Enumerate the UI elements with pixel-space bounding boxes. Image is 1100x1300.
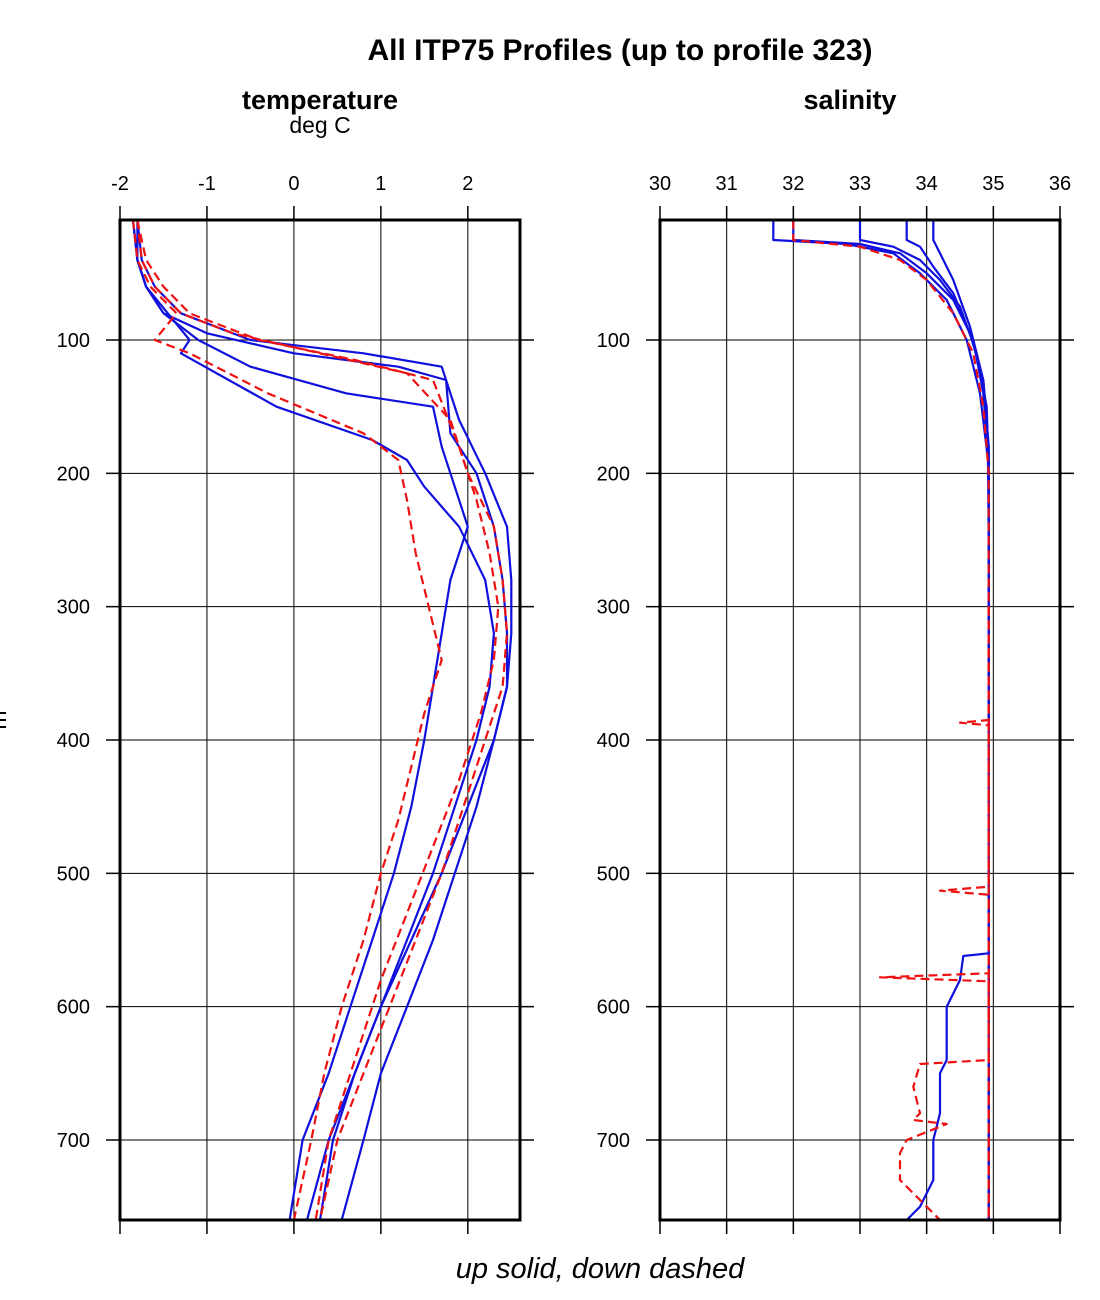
salinity-profile-down-6 xyxy=(792,220,990,1220)
salinity-profile-up-2 xyxy=(858,220,990,1220)
temperature-ytick-label: 100 xyxy=(57,330,90,352)
salinity-xtick-label: 34 xyxy=(916,173,938,195)
temperature-traces xyxy=(131,219,513,1221)
temperature-ytick-label: 500 xyxy=(57,863,90,885)
salinity-profile-down-7 xyxy=(878,606,990,1220)
temperature-ytick-label: 600 xyxy=(57,997,90,1019)
salinity-ytick-label: 200 xyxy=(597,463,630,485)
salinity-ytick-label: 500 xyxy=(597,863,630,885)
temperature-profile-down-5 xyxy=(131,219,443,1221)
footer-caption: up solid, down dashed xyxy=(456,1253,745,1285)
salinity-grid xyxy=(659,220,1061,1220)
salinity-traces xyxy=(772,220,990,1221)
salinity-profile-up-0 xyxy=(772,220,990,1220)
salinity-panel-title: salinity xyxy=(803,85,896,115)
temperature-ytick-label: 400 xyxy=(57,730,90,752)
temperature-ytick-label: 700 xyxy=(57,1130,90,1152)
temperature-xtick-label: 1 xyxy=(375,173,386,195)
temperature-xtick-label: 0 xyxy=(288,173,299,195)
temperature-profile-up-0 xyxy=(136,220,509,1221)
depth-axis-label: m xyxy=(0,710,11,729)
temperature-profile-up-2 xyxy=(136,219,513,1221)
salinity-xtick-label: 36 xyxy=(1049,173,1071,195)
salinity-profile-up-1 xyxy=(792,220,990,1220)
salinity-ytick-label: 300 xyxy=(597,597,630,619)
salinity-ytick-label: 400 xyxy=(597,730,630,752)
salinity-xtick-label: 32 xyxy=(782,173,804,195)
temperature-panel-title: temperature xyxy=(242,85,398,115)
temperature-xtick-label: 2 xyxy=(462,173,473,195)
temperature-axes: -2 -1 0 1 2 100 200 300 400 500 600 700 xyxy=(57,173,534,1234)
temperature-ytick-label: 200 xyxy=(57,463,90,485)
salinity-axes: 30 31 32 33 34 35 36 100 200 300 400 500 600 700 xyxy=(597,173,1074,1234)
salinity-panel: 30 31 32 33 34 35 36 100 200 300 400 500 600 700 xyxy=(597,173,1074,1234)
temperature-profile-up-3 xyxy=(131,219,495,1221)
temperature-panel: -2 -1 0 1 2 100 200 300 400 500 600 700 xyxy=(57,173,534,1234)
temperature-xtick-label: -2 xyxy=(111,173,129,195)
salinity-xtick-label: 35 xyxy=(982,173,1004,195)
salinity-xtick-label: 30 xyxy=(649,173,671,195)
salinity-xtick-label: 31 xyxy=(716,173,738,195)
salinity-ytick-label: 700 xyxy=(597,1130,630,1152)
temperature-profile-down-6 xyxy=(136,219,500,1221)
salinity-ytick-label: 100 xyxy=(597,330,630,352)
temperature-profile-up-1 xyxy=(131,219,469,1221)
salinity-frame xyxy=(658,218,1062,1222)
figure-title: All ITP75 Profiles (up to profile 323) xyxy=(367,34,872,67)
salinity-xtick-label: 33 xyxy=(849,173,871,195)
temperature-ytick-label: 300 xyxy=(57,597,90,619)
salinity-profile-down-8 xyxy=(898,980,990,1221)
temperature-unit-label: deg C xyxy=(289,112,350,138)
temperature-frame xyxy=(118,218,522,1222)
salinity-profile-up-5 xyxy=(905,606,990,1221)
temperature-xtick-label: -1 xyxy=(198,173,216,195)
salinity-ytick-label: 600 xyxy=(597,997,630,1019)
temperature-profile-down-4 xyxy=(136,219,509,1221)
salinity-profile-up-4 xyxy=(932,220,990,1220)
temperature-grid xyxy=(119,220,520,1220)
